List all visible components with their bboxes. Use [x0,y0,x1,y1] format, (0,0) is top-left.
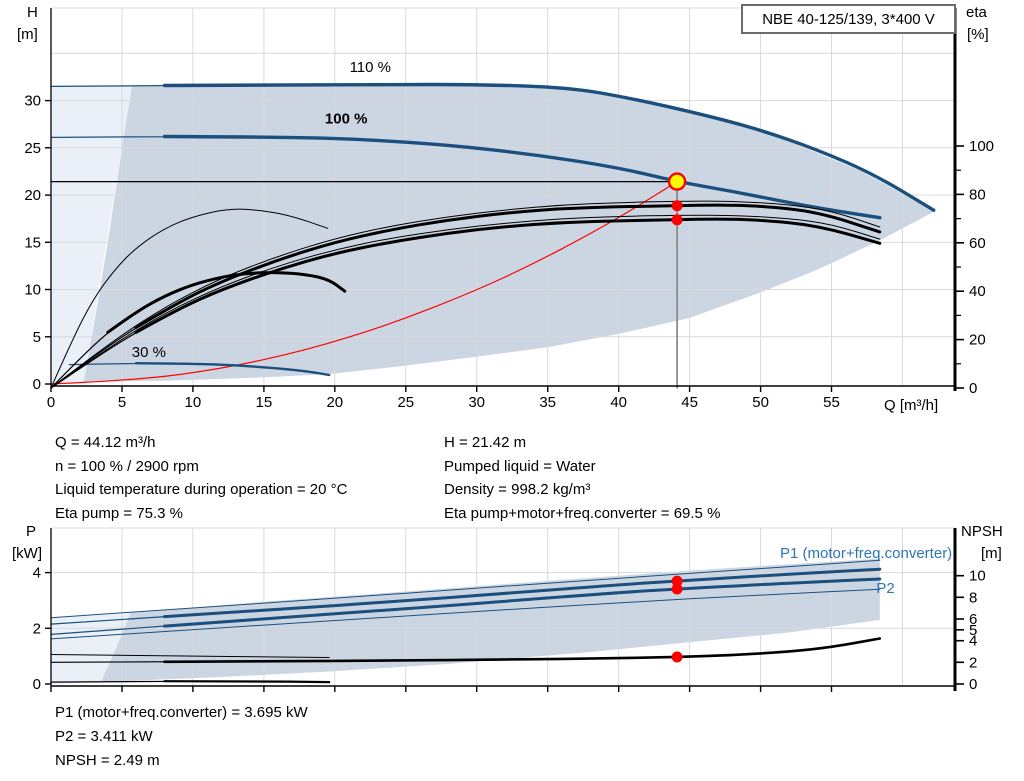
tick-label: 60 [969,235,986,252]
eta-thin-mid-curve [50,214,881,389]
tick-label: 35 [539,394,556,411]
tick-label: 8 [969,589,977,606]
pump-model-badge: NBE 40-125/139, 3*400 V [741,4,956,34]
p2-text: P2 = 3.411 kW [55,728,153,745]
tick-label: 10 [969,568,986,585]
p1-text: P1 (motor+freq.converter) = 3.695 kW [55,704,308,721]
q-axis-title: Q [m³/h] [884,397,939,414]
eta-pump-marker [671,200,683,212]
tick-label: 2 [33,620,41,637]
tick-label: 0 [969,676,977,693]
tick-label: 4 [33,565,41,582]
tick-label: 25 [24,140,41,157]
tick-label: 5 [969,622,977,639]
p-thin-lower-curve [50,588,881,640]
duty-q-text: Q = 44.12 m³/h [55,434,156,451]
p2-marker [671,583,683,595]
tick-label: 5 [33,329,41,346]
tick-label: 30 [468,394,485,411]
p1-curve [163,567,882,619]
eta-axis-title: eta [966,4,987,21]
duty-eta-tot-text: Eta pump+motor+freq.converter = 69.5 % [444,504,721,522]
duty-data-right: H = 21.42 m Pumped liquid = Water Densit… [444,431,720,525]
label-p2: P2 [876,580,894,597]
speed-100-curve [162,134,882,220]
npsh-curve [163,637,882,664]
tick-label: 40 [969,283,986,300]
tick-label: 20 [969,332,986,349]
tick-label: 80 [969,186,986,203]
tick-label: 10 [24,282,41,299]
allowed-area-light [51,86,132,385]
tick-label: 45 [681,394,698,411]
npsh-thin-curve [50,654,330,658]
p-thin-upper-curve [50,559,881,619]
duty-n-text: n = 100 % / 2900 rpm [55,457,199,475]
tick-label: 40 [610,394,627,411]
p2-curve [163,577,882,628]
npsh-axis-unit: [m] [981,545,1002,562]
tick-label: 50 [752,394,769,411]
tick-label: 30 [24,93,41,110]
eta-total-curve [134,217,882,334]
label-110-percent: 110 % [350,59,391,76]
duty-eta-text: Eta pump = 75.3 % [55,504,183,522]
tick-label: 2 [969,654,977,671]
tick-label: 20 [24,187,41,204]
tick-label: 25 [397,394,414,411]
tick-label: 0 [33,676,41,693]
h-axis-title: H [27,4,38,21]
duty-h-text: H = 21.42 m [444,434,527,451]
duty-density-text: Density = 998.2 kg/m³ [444,481,591,499]
tick-label: 10 [185,394,202,411]
speed-30-curve [134,362,331,377]
eta-total-marker [671,214,683,226]
eta-pump-curve [134,203,882,329]
duty-temp-text: Liquid temperature during operation = 20… [55,481,348,499]
eta-thin-upper-curve [50,200,881,389]
duty-liquid-text: Pumped liquid = Water [444,457,596,475]
tick-label: 0 [47,394,55,411]
p-axis-title: P [26,523,37,540]
eta-reduced-speed-thin-curve [50,208,329,389]
tick-label: 5 [118,394,126,411]
tick-label: 100 [969,138,994,155]
npsh-marker [671,651,683,663]
p1-marker [671,575,683,587]
label-30-percent: 30 % [132,344,166,361]
tick-label: 15 [24,234,41,251]
duty-point-marker [667,172,687,191]
system-curve [50,181,678,385]
p-reduced-speed-curve [163,680,331,684]
tick-label: 0 [33,376,41,393]
power-area-light [51,613,131,684]
speed-110-curve [162,82,936,212]
operating-envelope [83,84,936,383]
tick-label: 15 [256,394,273,411]
tick-label: 55 [823,394,840,411]
p-axis-unit: [kW] [12,545,42,562]
power-data: P1 (motor+freq.converter) = 3.695 kW P2 … [55,701,308,773]
tick-label: 20 [326,394,343,411]
h-axis-unit: [m] [17,26,38,43]
tick-label: 0 [969,380,977,397]
npsh-axis-title: NPSH [961,523,1003,540]
tick-label: 4 [969,633,977,650]
eta-axis-unit: [%] [967,26,989,43]
label-p1: P1 (motor+freq.converter) [780,545,952,562]
label-100-percent: 100 % [325,110,368,127]
npsh-text: NPSH = 2.49 m [55,752,160,769]
eta-reduced-speed-thick-curve [106,271,347,334]
duty-data-left: Q = 44.12 m³/h n = 100 % / 2900 rpm Liqu… [55,431,347,525]
tick-label: 6 [969,611,977,628]
qh-eta-chart: 110 % 100 % 30 % 0 5 10 15 20 25 30 35 40 45 50 55 0 5 10… [24,7,994,411]
